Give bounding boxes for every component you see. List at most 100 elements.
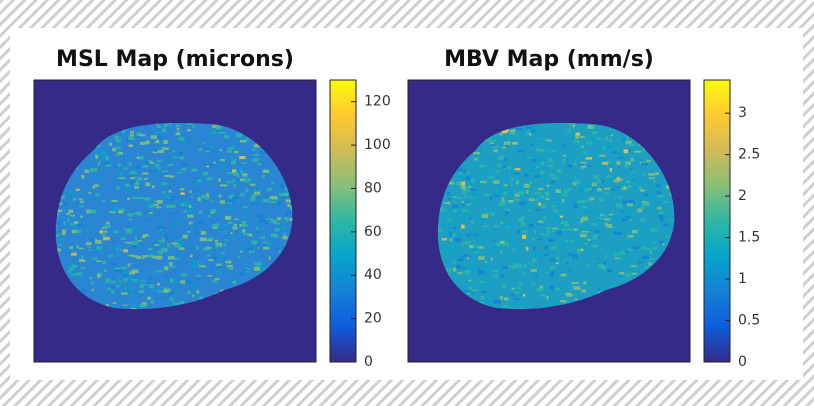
- speckle: [631, 265, 637, 267]
- speckle: [533, 199, 538, 201]
- speckle: [469, 256, 471, 259]
- speckle: [552, 302, 558, 304]
- speckle: [198, 211, 202, 214]
- speckle: [468, 284, 472, 287]
- speckle: [179, 156, 184, 159]
- speckle: [67, 218, 69, 222]
- speckle: [241, 162, 247, 164]
- speckle: [461, 225, 465, 229]
- speckle: [165, 275, 167, 278]
- speckle: [450, 239, 453, 242]
- speckle: [471, 222, 474, 224]
- speckle: [455, 182, 461, 186]
- speckle: [191, 264, 197, 268]
- speckle: [465, 203, 471, 206]
- speckle: [620, 275, 625, 277]
- speckle: [271, 182, 273, 184]
- speckle: [227, 181, 233, 183]
- speckle: [210, 164, 216, 167]
- speckle: [268, 158, 271, 161]
- speckle: [163, 140, 167, 144]
- speckle: [157, 136, 162, 139]
- speckle: [490, 157, 493, 159]
- speckle: [465, 270, 470, 274]
- speckle: [622, 219, 627, 221]
- speckle: [452, 205, 458, 208]
- speckle: [548, 239, 555, 243]
- speckle: [193, 125, 195, 129]
- speckle: [218, 132, 225, 134]
- speckle: [220, 165, 226, 167]
- speckle: [566, 293, 572, 296]
- speckle: [225, 239, 229, 241]
- speckle: [636, 181, 640, 184]
- speckle: [166, 205, 170, 208]
- speckle: [208, 215, 211, 218]
- speckle: [474, 159, 478, 161]
- speckle: [203, 172, 208, 176]
- speckle: [663, 223, 668, 226]
- speckle: [624, 149, 629, 153]
- speckle: [506, 145, 508, 148]
- speckle: [179, 247, 184, 250]
- speckle: [536, 166, 539, 168]
- speckle: [562, 159, 565, 163]
- speckle: [642, 173, 645, 175]
- speckle: [544, 253, 548, 255]
- speckle: [173, 145, 176, 148]
- speckle: [453, 268, 456, 272]
- speckle: [647, 236, 653, 238]
- speckle: [639, 242, 641, 245]
- speckle: [211, 201, 214, 203]
- speckle: [534, 192, 540, 194]
- speckle: [143, 219, 150, 221]
- speckle: [180, 202, 186, 204]
- speckle: [514, 298, 520, 300]
- speckle: [591, 245, 598, 247]
- speckle: [229, 156, 232, 160]
- speckle: [632, 246, 639, 249]
- speckle: [570, 154, 576, 156]
- speckle: [545, 198, 549, 200]
- speckle: [625, 274, 629, 277]
- speckle: [446, 248, 452, 251]
- speckle: [63, 203, 69, 205]
- speckle: [466, 171, 469, 175]
- speckle: [626, 257, 631, 259]
- speckle: [500, 296, 503, 299]
- speckle: [59, 229, 62, 232]
- speckle: [253, 158, 259, 162]
- speckle: [164, 297, 169, 299]
- speckle: [161, 248, 168, 252]
- speckle: [583, 151, 586, 155]
- speckle: [104, 282, 107, 284]
- speckle: [527, 157, 532, 159]
- speckle: [464, 241, 470, 244]
- speckle: [245, 243, 247, 245]
- speckle: [597, 179, 601, 183]
- speckle: [630, 168, 632, 171]
- speckle: [534, 175, 540, 178]
- speckle: [57, 221, 62, 224]
- speckle: [117, 252, 119, 255]
- speckle: [212, 280, 217, 282]
- speckle: [536, 209, 542, 211]
- speckle: [482, 225, 489, 227]
- speckle: [155, 289, 159, 292]
- speckle: [134, 186, 139, 188]
- speckle: [524, 184, 530, 188]
- speckle: [62, 231, 66, 235]
- speckle: [637, 209, 642, 213]
- speckle: [485, 299, 489, 303]
- speckle: [446, 228, 452, 230]
- speckle: [172, 150, 175, 152]
- speckle: [195, 278, 200, 280]
- speckle: [207, 239, 212, 241]
- speckle: [262, 175, 265, 178]
- speckle: [177, 128, 179, 130]
- speckle: [629, 219, 632, 222]
- speckle: [578, 164, 584, 166]
- speckle: [641, 163, 648, 166]
- speckle: [256, 187, 259, 190]
- speckle: [612, 224, 615, 226]
